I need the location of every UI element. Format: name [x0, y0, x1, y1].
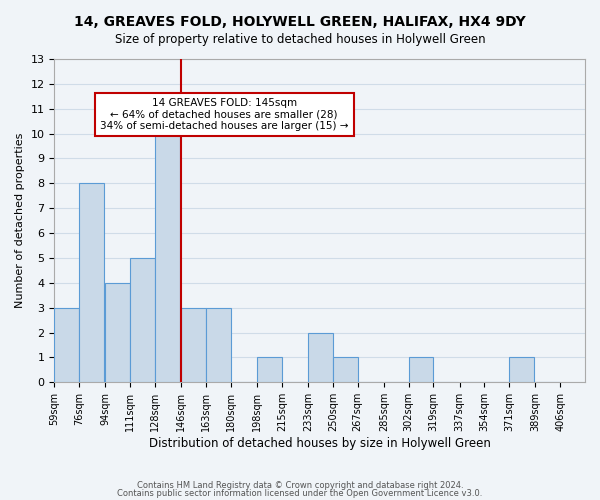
- Y-axis label: Number of detached properties: Number of detached properties: [15, 133, 25, 308]
- Bar: [79, 184, 104, 382]
- Bar: [181, 308, 206, 382]
- Bar: [509, 358, 534, 382]
- Text: Contains public sector information licensed under the Open Government Licence v3: Contains public sector information licen…: [118, 488, 482, 498]
- Bar: [130, 258, 155, 382]
- Text: 14, GREAVES FOLD, HOLYWELL GREEN, HALIFAX, HX4 9DY: 14, GREAVES FOLD, HOLYWELL GREEN, HALIFA…: [74, 15, 526, 29]
- Bar: [333, 358, 358, 382]
- Bar: [206, 308, 231, 382]
- Bar: [106, 283, 130, 382]
- Bar: [155, 108, 180, 382]
- Bar: [409, 358, 433, 382]
- Text: Size of property relative to detached houses in Holywell Green: Size of property relative to detached ho…: [115, 32, 485, 46]
- Text: Contains HM Land Registry data © Crown copyright and database right 2024.: Contains HM Land Registry data © Crown c…: [137, 481, 463, 490]
- Text: 14 GREAVES FOLD: 145sqm
← 64% of detached houses are smaller (28)
34% of semi-de: 14 GREAVES FOLD: 145sqm ← 64% of detache…: [100, 98, 349, 131]
- Bar: [55, 308, 79, 382]
- Bar: [308, 332, 333, 382]
- X-axis label: Distribution of detached houses by size in Holywell Green: Distribution of detached houses by size …: [149, 437, 491, 450]
- Bar: [257, 358, 282, 382]
